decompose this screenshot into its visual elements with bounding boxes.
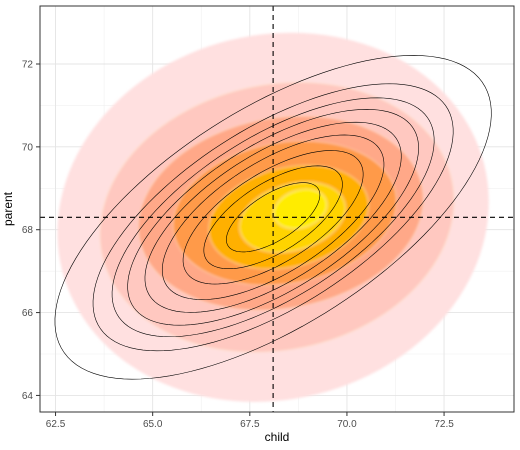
plot-border [39,5,515,413]
normal-contour-1 [226,182,321,253]
x-tick-label: 72.5 [434,419,454,430]
normal-contour-7 [111,97,435,338]
y-tick-label: 64 [22,391,34,402]
normal-contour-8 [92,83,454,352]
y-tick-label: 72 [22,60,34,71]
reference-lines [40,6,514,412]
normal-contour-5 [144,121,402,313]
normal-contour-6 [127,109,419,326]
y-tick-label: 68 [22,225,34,236]
x-tick-label: 67.5 [240,419,260,430]
x-tick-label: 70.0 [337,419,357,430]
normal-contour-2 [203,165,343,270]
normal-contour-4 [161,134,385,300]
normal-contour-3 [182,150,364,285]
x-axis-ticks: 62.5 65.0 67.5 70.0 72.5 [46,412,454,430]
y-tick-label: 66 [22,308,34,319]
normal-contour-9 [54,55,492,380]
normal-contour-lines [54,55,492,380]
x-tick-label: 65.0 [143,419,163,430]
y-axis-title: parent [1,191,15,226]
y-tick-label: 70 [22,142,34,153]
y-axis-ticks: 64 66 68 70 72 [22,60,40,402]
x-tick-label: 62.5 [46,419,66,430]
x-axis-title: child [265,430,290,444]
